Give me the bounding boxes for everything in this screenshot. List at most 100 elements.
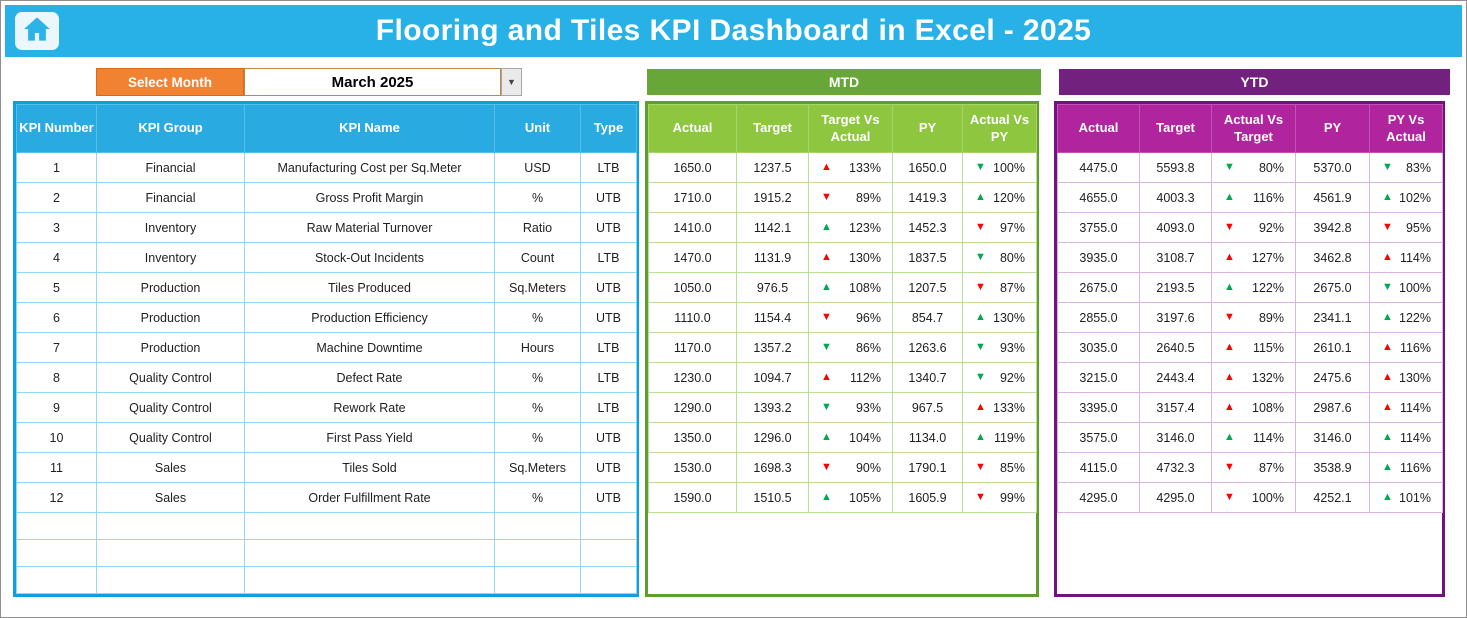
- kpi-name-cell: First Pass Yield: [244, 422, 495, 453]
- home-button[interactable]: [15, 12, 59, 50]
- mtd-target-cell: 976.5: [736, 272, 809, 303]
- trend-cell: ▲ 122%: [1214, 281, 1293, 295]
- ytd-actual-vs-target-cell: ▲ 116%: [1211, 182, 1296, 213]
- trend-cell: ▲ 132%: [1214, 371, 1293, 385]
- mtd-actual-cell: 1410.0: [648, 212, 737, 243]
- down-arrow-icon: ▼: [975, 251, 986, 263]
- controls-row: Select Month March 2025 ▼ MTD YTD: [13, 68, 1454, 96]
- kpi-info-column-header: KPI Group: [96, 104, 245, 153]
- mtd-actual-cell: 1470.0: [648, 242, 737, 273]
- kpi-info-row: 7 Production Machine Downtime Hours LTB: [16, 332, 637, 363]
- ytd-py-cell: 2610.1: [1295, 332, 1370, 363]
- trend-cell: ▲ 108%: [1214, 401, 1293, 415]
- kpi-name-cell: Tiles Produced: [244, 272, 495, 303]
- ytd-target-cell: 3157.4: [1139, 392, 1212, 423]
- up-arrow-icon: ▲: [1382, 191, 1393, 203]
- mtd-py-cell: 967.5: [892, 392, 963, 423]
- ytd-actual-cell: 4475.0: [1057, 152, 1140, 183]
- trend-cell: ▲ 101%: [1372, 491, 1440, 505]
- ytd-py-cell: 3538.9: [1295, 452, 1370, 483]
- mtd-target-vs-actual-cell: ▲ 112%: [808, 362, 893, 393]
- mtd-actual-vs-py-cell: ▼ 92%: [962, 362, 1037, 393]
- mtd-target-cell: 1698.3: [736, 452, 809, 483]
- kpi-unit-cell: Count: [494, 242, 581, 273]
- ytd-target-cell: 4003.3: [1139, 182, 1212, 213]
- up-arrow-icon: ▲: [975, 431, 986, 443]
- kpi-info-row: 4 Inventory Stock-Out Incidents Count LTB: [16, 242, 637, 273]
- kpi-group-cell: Sales: [96, 482, 245, 513]
- down-arrow-icon: ▼: [1224, 311, 1235, 323]
- down-arrow-icon: ▼: [1224, 491, 1235, 503]
- ytd-actual-cell: 2675.0: [1057, 272, 1140, 303]
- trend-cell: ▲ 116%: [1372, 341, 1440, 355]
- ytd-actual-cell: 2855.0: [1057, 302, 1140, 333]
- month-dropdown-button[interactable]: ▼: [501, 68, 522, 96]
- trend-cell: ▼ 89%: [811, 191, 890, 205]
- mtd-actual-vs-py-cell: ▼ 87%: [962, 272, 1037, 303]
- ytd-target-cell: 3108.7: [1139, 242, 1212, 273]
- kpi-type-cell: UTB: [580, 272, 637, 303]
- kpi-info-row: 8 Quality Control Defect Rate% LTB: [16, 362, 637, 393]
- ytd-py-cell: 5370.0: [1295, 152, 1370, 183]
- mtd-row: 1170.0 1357.2 ▼ 86% 1263.6 ▼ 93%: [648, 332, 1037, 363]
- ytd-row: 4295.0 4295.0 ▼ 100% 4252.1 ▲ 101%: [1057, 482, 1443, 513]
- mtd-actual-cell: 1230.0: [648, 362, 737, 393]
- mtd-actual-vs-py-cell: ▲ 133%: [962, 392, 1037, 423]
- up-arrow-icon: ▲: [1224, 341, 1235, 353]
- down-arrow-icon: ▼: [1224, 461, 1235, 473]
- kpi-name-cell: Manufacturing Cost per Sq.Meter: [244, 152, 495, 183]
- mtd-table: Actual Target Target Vs Actual PY Actual Vs …: [648, 104, 1037, 513]
- ytd-py-vs-actual-cell: ▲ 116%: [1369, 452, 1443, 483]
- mtd-target-vs-actual-cell: ▼ 86%: [808, 332, 893, 363]
- up-arrow-icon: ▲: [1382, 401, 1393, 413]
- mtd-target-vs-actual-cell: ▲ 105%: [808, 482, 893, 513]
- percent-value: 108%: [1252, 400, 1284, 415]
- kpi-info-row: 11 Sales Tiles Sold Sq.Meters UTB: [16, 452, 637, 483]
- ytd-target-cell: 3197.6: [1139, 302, 1212, 333]
- mtd-py-cell: 1650.0: [892, 152, 963, 183]
- mtd-py-cell: 1605.9: [892, 482, 963, 513]
- ytd-actual-cell: 4295.0: [1057, 482, 1140, 513]
- mtd-target-cell: 1142.1: [736, 212, 809, 243]
- empty-row: [16, 539, 637, 567]
- up-arrow-icon: ▲: [1224, 281, 1235, 293]
- percent-value: 115%: [1252, 340, 1284, 355]
- mtd-target-cell: 1357.2: [736, 332, 809, 363]
- trend-cell: ▲ 108%: [811, 281, 890, 295]
- kpi-number-cell: 5: [16, 272, 97, 303]
- percent-value: 114%: [1399, 400, 1431, 415]
- ytd-row: 4655.0 4003.3 ▲ 116% 4561.9 ▲ 102%: [1057, 182, 1443, 213]
- percent-value: 116%: [1399, 340, 1431, 355]
- trend-cell: ▼ 80%: [965, 251, 1034, 265]
- mtd-actual-vs-py-cell: ▼ 85%: [962, 452, 1037, 483]
- ytd-actual-vs-target-cell: ▼ 87%: [1211, 452, 1296, 483]
- empty-row: [16, 512, 637, 540]
- trend-cell: ▼ 100%: [1372, 281, 1440, 295]
- mtd-actual-vs-py-cell: ▲ 130%: [962, 302, 1037, 333]
- kpi-type-cell: UTB: [580, 182, 637, 213]
- kpi-type-cell: LTB: [580, 392, 637, 423]
- kpi-type-cell: LTB: [580, 362, 637, 393]
- mtd-actual-vs-py-cell: ▲ 120%: [962, 182, 1037, 213]
- down-arrow-icon: ▼: [975, 221, 986, 233]
- percent-value: 100%: [1252, 490, 1284, 505]
- ytd-py-cell: 3942.8: [1295, 212, 1370, 243]
- trend-cell: ▲ 127%: [1214, 251, 1293, 265]
- percent-value: 114%: [1252, 430, 1284, 445]
- mtd-actual-cell: 1590.0: [648, 482, 737, 513]
- mtd-row: 1710.0 1915.2 ▼ 89% 1419.3 ▲ 120%: [648, 182, 1037, 213]
- ytd-py-vs-actual-cell: ▲ 130%: [1369, 362, 1443, 393]
- down-arrow-icon: ▼: [1224, 161, 1235, 173]
- mtd-row: 1470.0 1131.9 ▲ 130% 1837.5 ▼ 80%: [648, 242, 1037, 273]
- month-select-value[interactable]: March 2025: [244, 68, 501, 96]
- trend-cell: ▲ 133%: [965, 401, 1034, 415]
- home-icon: [23, 16, 51, 47]
- ytd-target-cell: 5593.8: [1139, 152, 1212, 183]
- mtd-actual-cell: 1110.0: [648, 302, 737, 333]
- ytd-actual-vs-target-cell: ▲ 114%: [1211, 422, 1296, 453]
- mtd-row: 1230.0 1094.7 ▲ 112% 1340.7 ▼ 92%: [648, 362, 1037, 393]
- percent-value: 116%: [1399, 460, 1431, 475]
- mtd-py-cell: 1134.0: [892, 422, 963, 453]
- trend-cell: ▲ 114%: [1372, 401, 1440, 415]
- kpi-name-cell: Tiles Sold: [244, 452, 495, 483]
